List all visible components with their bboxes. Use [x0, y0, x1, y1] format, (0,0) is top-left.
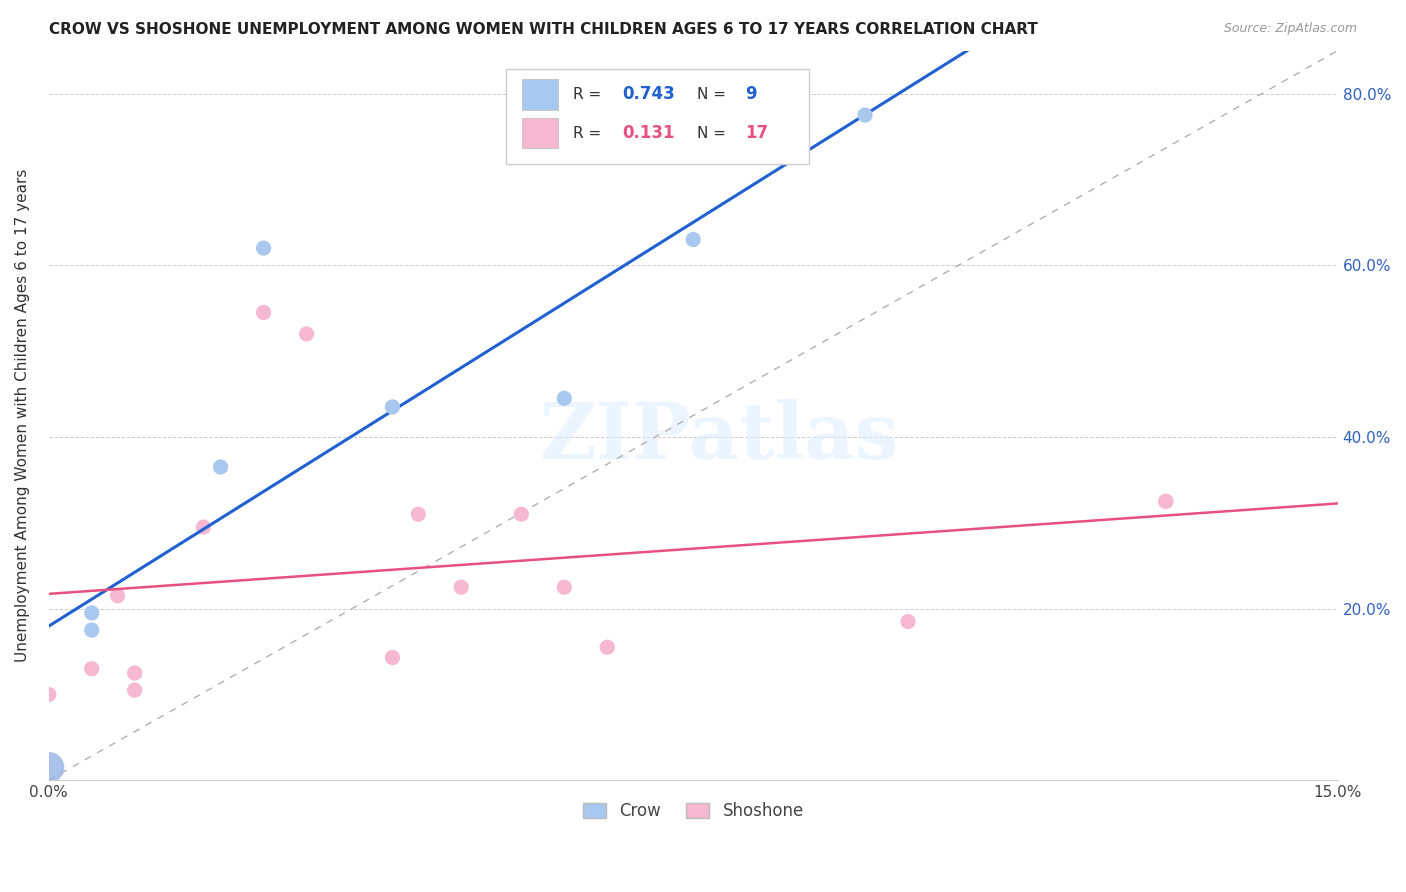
Point	[124, 665, 146, 680]
Text: CROW VS SHOSHONE UNEMPLOYMENT AMONG WOMEN WITH CHILDREN AGES 6 TO 17 YEARS CORRE: CROW VS SHOSHONE UNEMPLOYMENT AMONG WOME…	[49, 22, 1038, 37]
Point	[193, 520, 215, 534]
Point	[38, 688, 60, 702]
Point	[381, 400, 404, 414]
Point	[596, 640, 619, 655]
Point	[209, 460, 232, 475]
Point	[1154, 494, 1177, 508]
Point	[107, 589, 129, 603]
Point	[450, 580, 472, 594]
Point	[406, 507, 429, 521]
Point	[853, 108, 876, 122]
Point	[897, 615, 920, 629]
Point	[124, 683, 146, 698]
Point	[252, 305, 274, 319]
Text: N =: N =	[697, 126, 731, 141]
Point	[381, 650, 404, 665]
Text: 9: 9	[745, 86, 756, 103]
Point	[682, 233, 704, 247]
Point	[553, 392, 575, 406]
Y-axis label: Unemployment Among Women with Children Ages 6 to 17 years: Unemployment Among Women with Children A…	[15, 169, 30, 662]
Point	[80, 662, 103, 676]
Legend: Crow, Shoshone: Crow, Shoshone	[576, 796, 810, 827]
Text: N =: N =	[697, 87, 731, 102]
Text: 17: 17	[745, 124, 768, 142]
Text: Source: ZipAtlas.com: Source: ZipAtlas.com	[1223, 22, 1357, 36]
FancyBboxPatch shape	[506, 69, 810, 164]
Point	[295, 326, 318, 341]
Point	[80, 606, 103, 620]
Point	[252, 241, 274, 255]
Text: 0.743: 0.743	[623, 86, 675, 103]
Point	[1154, 494, 1177, 508]
Point	[553, 580, 575, 594]
Text: 0.131: 0.131	[623, 124, 675, 142]
Point	[38, 760, 60, 774]
Text: R =: R =	[574, 126, 612, 141]
Point	[80, 623, 103, 637]
Point	[510, 507, 533, 521]
Text: R =: R =	[574, 87, 606, 102]
FancyBboxPatch shape	[522, 79, 558, 110]
Text: ZIPatlas: ZIPatlas	[538, 400, 898, 475]
FancyBboxPatch shape	[522, 118, 558, 148]
